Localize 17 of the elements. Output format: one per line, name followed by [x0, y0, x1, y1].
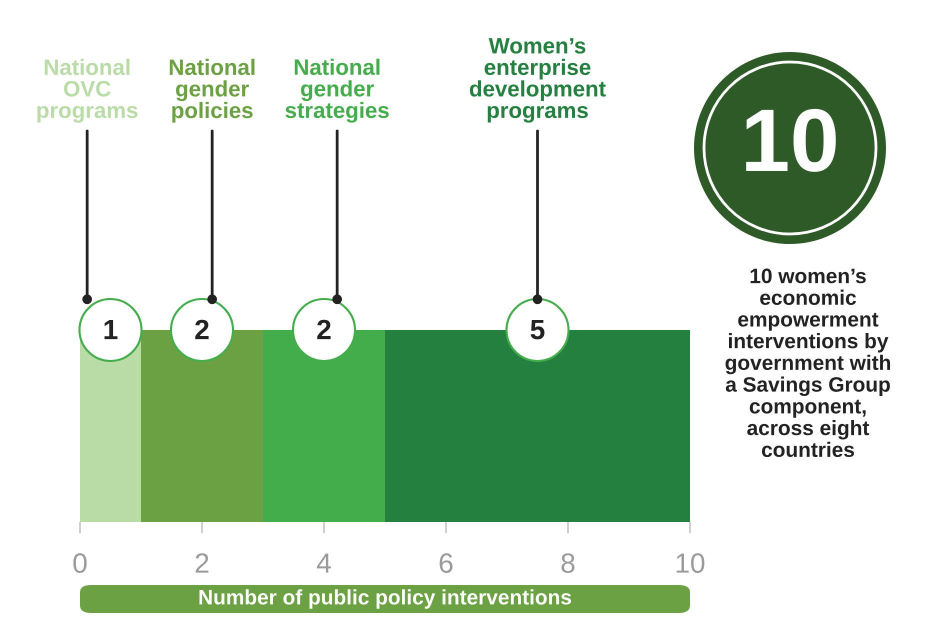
data-label: 2: [195, 320, 209, 340]
x-tick-label: 8: [561, 553, 575, 573]
x-tick-label: 0: [73, 553, 87, 573]
x-tick-label: 4: [316, 554, 331, 573]
data-label: 5: [530, 320, 544, 340]
text: National gender strategies: [285, 58, 389, 123]
text: Women’s enterprise development programs: [470, 38, 606, 123]
x-axis-title: Number of public policy interventions: [199, 589, 572, 609]
data-label: 2: [317, 320, 331, 340]
x-tick-label: 2: [196, 553, 208, 573]
x-tick-label: 10: [676, 553, 704, 573]
text: 10 women’s economic empowerment interventions by government with a Savings Group component, across eight countries: [726, 268, 890, 458]
text: National gender policies: [170, 58, 254, 123]
x-tick-label: 6: [440, 553, 453, 573]
text: National OVC programs: [37, 58, 138, 123]
data-label: 1: [104, 320, 118, 340]
text: 10: [746, 108, 836, 172]
